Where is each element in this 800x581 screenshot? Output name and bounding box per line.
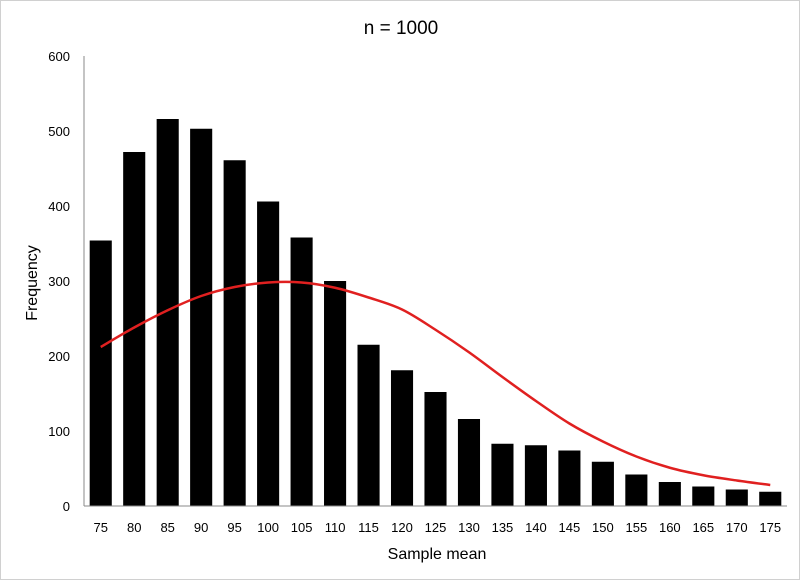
x-tick-label: 130 — [458, 520, 480, 535]
bar — [725, 489, 748, 506]
bar — [156, 119, 179, 506]
y-tick-label: 100 — [48, 424, 70, 439]
bar — [625, 474, 648, 506]
x-tick-label: 75 — [94, 520, 108, 535]
chart-title: n = 1000 — [364, 18, 439, 39]
bar-series — [89, 119, 782, 506]
bar — [89, 240, 112, 506]
x-axis-ticks: 75 80 85 90 95 100 105 110 115 120 125 130 135 140 145… — [94, 520, 782, 535]
x-tick-label: 140 — [525, 520, 547, 535]
bar — [424, 392, 447, 506]
y-tick-label: 300 — [48, 274, 70, 289]
x-tick-label: 135 — [492, 520, 514, 535]
bar — [558, 450, 581, 506]
y-tick-label: 400 — [48, 199, 70, 214]
x-tick-label: 170 — [726, 520, 748, 535]
x-tick-label: 105 — [291, 520, 313, 535]
bar — [658, 482, 681, 506]
x-axis-title: Sample mean — [388, 546, 487, 563]
bar — [524, 445, 547, 506]
x-tick-label: 165 — [692, 520, 714, 535]
bar — [123, 152, 146, 506]
bar — [390, 370, 414, 506]
x-tick-label: 160 — [659, 520, 681, 535]
x-tick-label: 95 — [227, 520, 241, 535]
bar — [692, 486, 715, 506]
bar — [290, 237, 313, 506]
normal-curve-line — [100, 280, 771, 487]
x-tick-label: 90 — [194, 520, 208, 535]
y-axis-title: Frequency — [24, 245, 41, 321]
y-tick-label: 200 — [48, 349, 70, 364]
x-tick-label: 120 — [391, 520, 413, 535]
y-axis-ticks: 0 100 200 300 400 500 600 — [48, 49, 70, 514]
y-tick-label: 0 — [63, 499, 70, 514]
bar — [591, 461, 614, 506]
y-tick-label: 500 — [48, 124, 70, 139]
bar — [257, 201, 280, 506]
x-tick-label: 125 — [425, 520, 447, 535]
x-tick-label: 150 — [592, 520, 614, 535]
x-tick-label: 80 — [127, 520, 141, 535]
bar — [357, 344, 380, 506]
bar — [324, 281, 347, 506]
bar — [457, 419, 481, 506]
x-tick-label: 110 — [325, 520, 346, 535]
x-tick-label: 145 — [559, 520, 581, 535]
x-tick-label: 100 — [257, 520, 279, 535]
bar — [190, 128, 213, 506]
bar — [223, 160, 246, 506]
x-tick-label: 85 — [160, 520, 174, 535]
x-tick-label: 175 — [759, 520, 781, 535]
y-tick-label: 600 — [48, 49, 70, 64]
bar — [491, 443, 514, 506]
x-tick-label: 155 — [626, 520, 648, 535]
bar — [759, 491, 782, 506]
x-tick-label: 115 — [358, 520, 379, 535]
